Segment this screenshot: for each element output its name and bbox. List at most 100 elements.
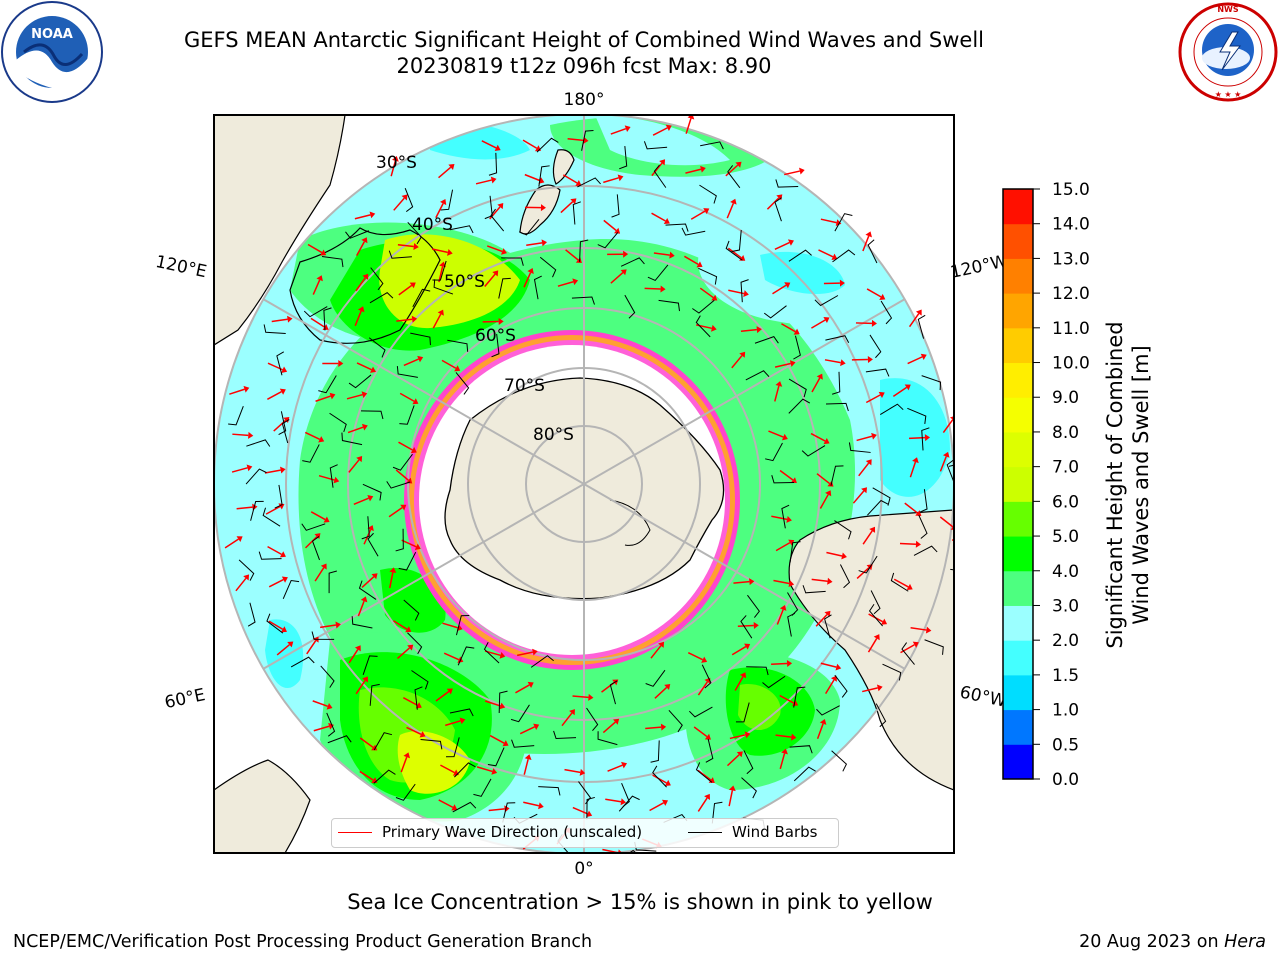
wind-barb [404,188,414,213]
wave-arrow-head [326,703,333,710]
wave-arrow-head [318,436,325,443]
wind-barb [455,615,470,636]
wave-arrow [697,681,709,696]
wind-barb [946,459,954,484]
wave-arrow [699,287,714,299]
wave-arrow-head [371,744,378,751]
wave-arrow [862,235,870,252]
wave-arrow-head [246,464,253,472]
wave-arrow [818,249,834,258]
wind-barb [869,334,882,359]
wind-barb [741,777,757,799]
legend-label-wave-direction: Primary Wave Direction (unscaled) [382,823,643,841]
wind-barb [392,453,413,471]
wave-arrow-head [739,351,746,358]
wind-barb [913,545,938,556]
wave-arrow [348,649,359,664]
wave-arrow [824,359,841,364]
wave-arrow-head [320,249,327,256]
wave-arrow-head [775,381,783,387]
wind-barb [457,646,475,666]
wave-arrow-head [704,733,711,740]
wind-barb [745,370,770,381]
wave-arrow-head [356,456,363,463]
wind-barb [278,411,287,436]
wave-arrow-head [417,355,424,363]
wind-barb [399,405,415,425]
wind-barb [747,594,760,618]
wave-arrow-head [243,574,250,581]
wave-arrow-head [243,385,250,393]
colorbar: 0.0 0.5 1.0 1.5 2.0 3.0 4.0 5.0 6.0 7.0 8.0 9.0 10.0… [1002,180,1153,790]
wind-barb [950,568,954,571]
wave-arrow-head [664,779,671,787]
wind-barb [276,351,285,376]
wind-barb [491,333,500,358]
wind-barb [875,703,887,728]
wave-arrow-head [728,785,736,792]
wind-barb [368,337,386,358]
wind-barb [597,731,618,746]
wave-arrow [572,695,589,699]
wind-barb [373,769,396,784]
wave-arrow [866,288,882,298]
lat-label-60: 60°S [475,326,516,346]
wave-arrow [852,490,865,504]
wave-arrow [523,801,540,807]
wave-arrow [560,201,574,214]
wind-barb [832,249,856,263]
wind-barb [369,292,394,304]
wave-arrow [820,662,837,668]
wave-arrow [942,419,954,433]
wind-barb [774,197,782,222]
wave-arrow [524,173,541,182]
wave-arrow [856,567,870,580]
wave-arrow [348,459,360,473]
graticule [214,115,954,853]
colorbar-tick-label: 1.5 [1052,666,1079,686]
noaa-logo: NOAA [1,1,103,103]
wind-barb [834,213,853,232]
wave-arrow [811,319,826,329]
wave-arrow [523,758,529,775]
wind-barb [653,164,667,188]
colorbar-tick-label: 5.0 [1052,527,1079,547]
wave-arrow-head [279,551,286,558]
wave-arrow-head [501,248,507,255]
wind-barb [449,708,474,717]
wave-arrow [774,385,780,402]
wave-arrow [909,461,917,478]
wave-arrow [774,362,791,368]
wave-arrow [779,753,786,770]
lon-label-top: 180° [564,90,605,110]
wave-arrow [779,469,794,481]
wave-arrow [862,687,878,693]
wave-arrow [484,700,501,707]
wind-barb [290,656,315,668]
wind-barb [825,402,849,412]
wind-barb [490,208,505,232]
wind-barb [351,616,373,629]
wave-arrow [314,567,325,582]
legend-item-wave-direction: Primary Wave Direction (unscaled) [338,823,642,841]
wave-arrow-head [835,663,842,671]
wave-arrow [652,774,667,784]
wave-arrow [644,287,661,290]
colorbar-tick-label: 0.0 [1052,770,1079,790]
wave-arrow-head [361,391,368,399]
wave-arrow-head [494,144,501,152]
wind-barb [793,766,816,782]
wave-arrow [396,318,413,322]
wind-barb [502,802,516,823]
wind-barb [327,735,352,744]
wind-barb [688,706,713,718]
wave-arrow [653,252,670,256]
wave-arrow [313,725,330,732]
wave-arrow-head [532,648,538,656]
wave-arrow-head [819,718,827,725]
wind-barb [266,613,284,634]
wave-arrow-head [502,740,509,747]
wind-barb [865,368,890,377]
wave-arrow-head [867,355,873,363]
wave-arrow-head [744,731,751,739]
